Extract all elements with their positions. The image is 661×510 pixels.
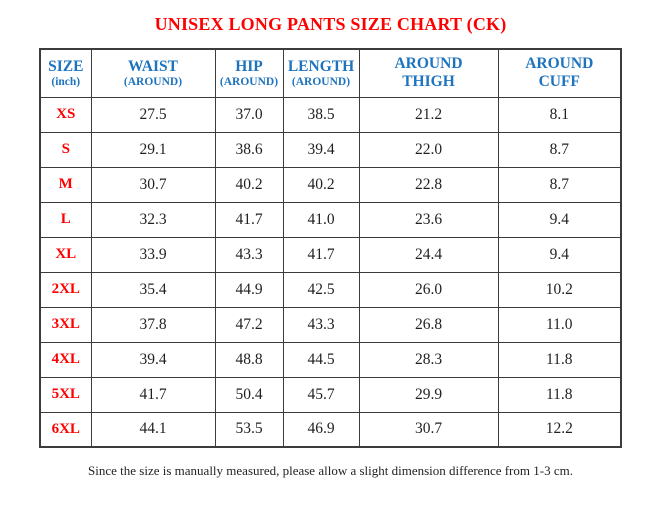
footnote: Since the size is manually measured, ple… (88, 463, 573, 478)
table-header-row: SIZE (inch) WAIST (AROUND) HIP (AROUND) LENGTH… (39, 48, 622, 98)
value-cell: 43.3 (214, 236, 284, 273)
value-cell: 46.9 (282, 411, 360, 448)
value-cell: 10.2 (497, 271, 622, 308)
value-cell: 11.0 (497, 306, 622, 343)
table-row: L 32.3 41.7 41.0 23.6 9.4 (39, 201, 622, 238)
value-cell: 21.2 (358, 96, 499, 133)
value-cell: 11.8 (497, 341, 622, 378)
value-cell: 30.7 (358, 411, 499, 448)
value-cell: 9.4 (497, 236, 622, 273)
value-cell: 32.3 (90, 201, 216, 238)
column-header-sublabel: CUFF (538, 73, 580, 91)
value-cell: 47.2 (214, 306, 284, 343)
value-cell: 8.1 (497, 96, 622, 133)
value-cell: 44.5 (282, 341, 360, 378)
size-cell: M (39, 166, 92, 203)
value-cell: 43.3 (282, 306, 360, 343)
value-cell: 42.5 (282, 271, 360, 308)
column-header: SIZE (inch) (39, 48, 92, 98)
column-header: HIP (AROUND) (214, 48, 284, 98)
value-cell: 41.7 (90, 376, 216, 413)
column-header-sublabel: (inch) (51, 75, 81, 88)
value-cell: 29.1 (90, 131, 216, 168)
size-chart-table: SIZE (inch) WAIST (AROUND) HIP (AROUND) LENGTH… (39, 48, 622, 448)
size-cell: 4XL (39, 341, 92, 378)
table-row: XS 27.5 37.0 38.5 21.2 8.1 (39, 96, 622, 133)
size-cell: 3XL (39, 306, 92, 343)
value-cell: 26.0 (358, 271, 499, 308)
table-row: 2XL 35.4 44.9 42.5 26.0 10.2 (39, 271, 622, 308)
value-cell: 50.4 (214, 376, 284, 413)
value-cell: 35.4 (90, 271, 216, 308)
value-cell: 8.7 (497, 131, 622, 168)
size-cell: L (39, 201, 92, 238)
value-cell: 44.1 (90, 411, 216, 448)
value-cell: 12.2 (497, 411, 622, 448)
value-cell: 22.8 (358, 166, 499, 203)
value-cell: 48.8 (214, 341, 284, 378)
column-header: AROUND THIGH (358, 48, 499, 98)
value-cell: 11.8 (497, 376, 622, 413)
size-cell: 2XL (39, 271, 92, 308)
table-row: 4XL 39.4 48.8 44.5 28.3 11.8 (39, 341, 622, 378)
table-row: 5XL 41.7 50.4 45.7 29.9 11.8 (39, 376, 622, 413)
column-header-sublabel: (AROUND) (291, 75, 351, 88)
value-cell: 22.0 (358, 131, 499, 168)
size-cell: XS (39, 96, 92, 133)
column-header-sublabel: THIGH (402, 73, 455, 91)
table-row: XL 33.9 43.3 41.7 24.4 9.4 (39, 236, 622, 273)
value-cell: 40.2 (282, 166, 360, 203)
size-cell: S (39, 131, 92, 168)
value-cell: 28.3 (358, 341, 499, 378)
value-cell: 41.0 (282, 201, 360, 238)
value-cell: 37.0 (214, 96, 284, 133)
value-cell: 45.7 (282, 376, 360, 413)
column-header-sublabel: (AROUND) (219, 75, 279, 88)
table-row: 3XL 37.8 47.2 43.3 26.8 11.0 (39, 306, 622, 343)
size-cell: 6XL (39, 411, 92, 448)
value-cell: 41.7 (282, 236, 360, 273)
column-header: LENGTH (AROUND) (282, 48, 360, 98)
column-header-label: LENGTH (287, 57, 355, 75)
column-header: AROUND CUFF (497, 48, 622, 98)
table-row: M 30.7 40.2 40.2 22.8 8.7 (39, 166, 622, 203)
column-header-label: AROUND (394, 55, 463, 73)
table-row: 6XL 44.1 53.5 46.9 30.7 12.2 (39, 411, 622, 448)
column-header-sublabel: (AROUND) (123, 75, 183, 88)
column-header: WAIST (AROUND) (90, 48, 216, 98)
value-cell: 40.2 (214, 166, 284, 203)
value-cell: 8.7 (497, 166, 622, 203)
column-header-label: WAIST (128, 57, 178, 75)
size-cell: 5XL (39, 376, 92, 413)
value-cell: 23.6 (358, 201, 499, 238)
value-cell: 44.9 (214, 271, 284, 308)
value-cell: 24.4 (358, 236, 499, 273)
page-title: UNISEX LONG PANTS SIZE CHART (CK) (154, 14, 507, 34)
value-cell: 27.5 (90, 96, 216, 133)
value-cell: 41.7 (214, 201, 284, 238)
value-cell: 53.5 (214, 411, 284, 448)
value-cell: 38.5 (282, 96, 360, 133)
size-cell: XL (39, 236, 92, 273)
value-cell: 9.4 (497, 201, 622, 238)
value-cell: 38.6 (214, 131, 284, 168)
value-cell: 37.8 (90, 306, 216, 343)
column-header-label: HIP (235, 57, 263, 75)
column-header-label: AROUND (525, 55, 594, 73)
table-row: S 29.1 38.6 39.4 22.0 8.7 (39, 131, 622, 168)
column-header-label: SIZE (48, 57, 84, 75)
table-body: XS 27.5 37.0 38.5 21.2 8.1 S 29.1 38.6 39.4 22.0 8.… (39, 96, 622, 448)
value-cell: 39.4 (282, 131, 360, 168)
value-cell: 30.7 (90, 166, 216, 203)
value-cell: 33.9 (90, 236, 216, 273)
value-cell: 29.9 (358, 376, 499, 413)
value-cell: 26.8 (358, 306, 499, 343)
value-cell: 39.4 (90, 341, 216, 378)
